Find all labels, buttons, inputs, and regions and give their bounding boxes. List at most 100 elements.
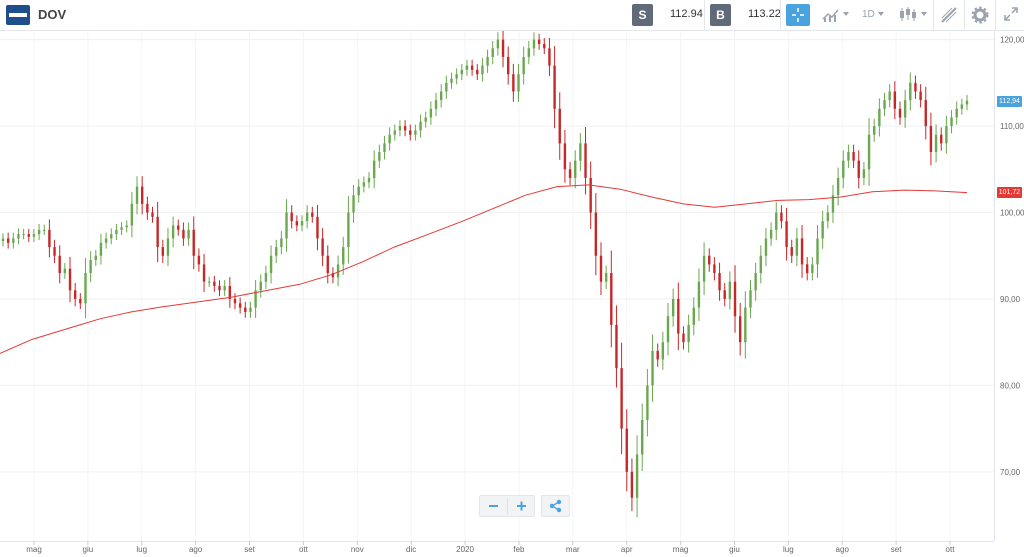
ohlc-bar (1, 233, 5, 247)
ohlc-bar (213, 275, 216, 292)
ohlc-bar (506, 46, 510, 85)
ohlc-bar (548, 37, 551, 76)
ohlc-bar (826, 205, 830, 229)
x-tick-label: lug (136, 545, 147, 554)
ohlc-bar (795, 228, 799, 267)
ohlc-bar (651, 334, 654, 402)
sell-button[interactable]: S (632, 4, 653, 26)
zoom-in-button[interactable] (508, 496, 535, 516)
ohlc-bar (610, 250, 613, 348)
ohlc-bar (965, 95, 969, 111)
ohlc-bar (115, 223, 118, 240)
ohlc-bar (465, 59, 469, 76)
y-tick-label: 90,00 (1000, 295, 1021, 304)
ohlc-bar (842, 150, 845, 189)
ohlc-bar (73, 282, 77, 307)
ohlc-bar (857, 150, 860, 189)
ohlc-bar (439, 84, 443, 108)
ohlc-bar (223, 280, 226, 297)
zoom-out-button[interactable] (480, 496, 507, 516)
ohlc-bar (589, 161, 592, 229)
company-logo (6, 5, 30, 25)
ohlc-bar (769, 222, 773, 246)
ohlc-bar (378, 144, 381, 169)
ohlc-bar (110, 228, 113, 245)
ohlc-bar (177, 219, 180, 236)
ohlc-bar (563, 129, 567, 183)
minus-icon (489, 505, 498, 507)
ohlc-bar (481, 58, 484, 82)
ohlc-bar (764, 228, 768, 267)
settings-icon (971, 6, 989, 24)
fullscreen-button[interactable] (1003, 6, 1019, 24)
ohlc-bar (697, 268, 701, 322)
ohlc-bar (873, 118, 876, 143)
ohlc-bar (161, 239, 165, 264)
ohlc-bar (171, 216, 175, 248)
ohlc-bar (326, 245, 329, 284)
ohlc-bar (202, 254, 206, 293)
ohlc-bar (960, 98, 964, 115)
ohlc-bar (543, 38, 546, 55)
ohlc-bar (445, 75, 448, 99)
x-tick-label: mag (26, 545, 42, 554)
x-tick-label: ago (836, 545, 850, 554)
ohlc-bar (893, 81, 897, 120)
price-chart[interactable]: 120,00 110,00 100,00 90,00 80,00 70,00 mag giu… (0, 31, 1024, 557)
ohlc-bar (197, 248, 201, 272)
ohlc-bar (682, 326, 685, 350)
ohlc-bar (254, 279, 257, 318)
share-button[interactable] (541, 495, 570, 517)
ohlc-bar (718, 262, 721, 301)
x-tick-label: giu (729, 545, 740, 554)
x-tick-label: mag (673, 545, 689, 554)
ohlc-bar (517, 63, 520, 102)
ohlc-bar (37, 223, 41, 240)
ohlc-bar (347, 196, 350, 264)
ohlc-bar (362, 176, 366, 193)
x-tick-label: dic (406, 545, 416, 554)
ohlc-bar (599, 242, 603, 296)
ohlc-bar (805, 257, 809, 281)
candle-style-button[interactable] (898, 6, 927, 24)
toolbar: DOV S 112.94 B 113.22 1D (0, 0, 1024, 31)
crosshair-button[interactable] (786, 4, 810, 26)
timeframe-dropdown[interactable]: 1D (862, 9, 884, 27)
settings-button[interactable] (971, 6, 989, 24)
ohlc-bar (321, 228, 324, 267)
y-tick-label: 110,00 (1000, 122, 1024, 131)
ohlc-bar (290, 205, 293, 229)
crosshair-icon (792, 8, 804, 22)
ohlc-bar (17, 228, 20, 245)
ohlc-bar (733, 265, 737, 333)
ohlc-bar (836, 167, 840, 206)
draw-button[interactable] (940, 6, 958, 24)
ohlc-bar (146, 196, 149, 220)
ohlc-bar (269, 245, 273, 284)
indicators-button[interactable] (822, 6, 849, 24)
ohlc-bar (630, 458, 634, 512)
ohlc-bar (584, 126, 587, 195)
ohlc-bar (342, 236, 345, 275)
ohlc-bar (537, 33, 541, 50)
ohlc-bar (919, 84, 922, 108)
ohlc-bar (512, 63, 515, 102)
ohlc-bar (790, 239, 793, 264)
x-tick-label: apr (621, 545, 633, 554)
ohlc-bar (476, 64, 479, 81)
ohlc-bar (233, 293, 237, 310)
x-tick-label: set (244, 545, 255, 554)
ohlc-bar (166, 228, 170, 267)
candle-style-icon (900, 7, 916, 21)
timeframe-label: 1D (862, 9, 875, 20)
ohlc-bar (579, 133, 582, 172)
ohlc-bar (120, 221, 123, 236)
buy-button[interactable]: B (710, 4, 731, 26)
ohlc-bar (568, 161, 572, 186)
ohlc-bar (135, 176, 139, 215)
moving-average-tag: 101,72 (997, 187, 1022, 198)
ohlc-bar (496, 32, 500, 56)
ohlc-bar (264, 265, 268, 290)
ohlc-bar (501, 31, 505, 68)
